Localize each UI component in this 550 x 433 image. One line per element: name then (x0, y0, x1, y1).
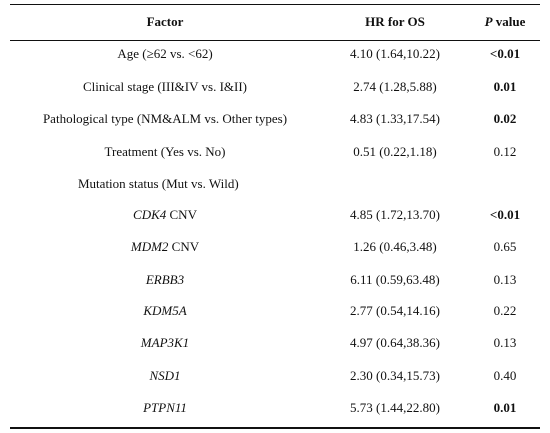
factor-cell: Mutation status (Mut vs. Wild) (78, 176, 239, 191)
table-row: Pathological type (NM&ALM vs. Other type… (10, 109, 540, 129)
table-row: CDK4 CNV 4.85 (1.72,13.70) <0.01 (10, 205, 540, 225)
p-value-cell: 0.40 (493, 368, 517, 383)
header-p-value: P value (470, 12, 540, 32)
table-row: Treatment (Yes vs. No) 0.51 (0.22,1.18) 0.… (10, 142, 540, 162)
factor-cell: Treatment (Yes vs. No) (104, 144, 226, 159)
p-value-cell: 0.13 (493, 335, 517, 350)
p-value-cell: 0.12 (493, 144, 517, 159)
gene-name: MDM2 (130, 239, 169, 254)
factor-cell: Clinical stage (III&IV vs. I&II) (82, 79, 248, 94)
hr-cell: 0.51 (0.22,1.18) (353, 144, 437, 159)
factor-cell: Pathological type (NM&ALM vs. Other type… (42, 111, 288, 126)
table-bottom-rule (10, 427, 540, 429)
gene-name: CDK4 (133, 207, 167, 222)
table-row: Mutation status (Mut vs. Wild) (10, 174, 540, 194)
table-row: MAP3K1 4.97 (0.64,38.36) 0.13 (10, 333, 540, 353)
hr-cell: 2.77 (0.54,14.16) (350, 303, 440, 318)
gene-name: KDM5A (143, 303, 187, 318)
factor-cell: KDM5A (10, 301, 320, 321)
table-row: KDM5A 2.77 (0.54,14.16) 0.22 (10, 301, 540, 321)
p-value-cell: <0.01 (489, 46, 521, 61)
factor-cell: CDK4 CNV (10, 205, 320, 225)
hr-cell: 6.11 (0.59,63.48) (350, 272, 440, 287)
p-value-cell: 0.65 (493, 239, 517, 254)
header-hr: HR for OS (365, 14, 425, 29)
table-row: Age (≥62 vs. <62) 4.10 (1.64,10.22) <0.01 (10, 44, 540, 64)
hr-cell: 5.73 (1.44,22.80) (350, 400, 440, 415)
table-row: MDM2 CNV 1.26 (0.46,3.48) 0.65 (10, 237, 540, 257)
gene-name: ERBB3 (145, 272, 185, 287)
hr-cell: 2.30 (0.34,15.73) (350, 368, 440, 383)
p-value-cell: 0.01 (493, 400, 517, 415)
gene-suffix: CNV (168, 239, 200, 254)
gene-suffix: CNV (166, 207, 197, 222)
factor-cell: ERBB3 (10, 270, 320, 290)
table-row: NSD1 2.30 (0.34,15.73) 0.40 (10, 366, 540, 386)
p-value-cell: 0.22 (493, 303, 517, 318)
hr-cell: 4.10 (1.64,10.22) (350, 46, 440, 61)
hr-cell: 4.85 (1.72,13.70) (350, 207, 440, 222)
factor-cell: NSD1 (10, 366, 320, 386)
table-header-rule (10, 40, 540, 41)
factor-cell: MAP3K1 (10, 333, 320, 353)
table-row: PTPN11 5.73 (1.44,22.80) 0.01 (10, 398, 540, 418)
p-value-cell: 0.13 (493, 272, 517, 287)
hr-cell: 1.26 (0.46,3.48) (353, 239, 437, 254)
table-row: Clinical stage (III&IV vs. I&II) 2.74 (1.… (10, 77, 540, 97)
factor-cell: MDM2 CNV (10, 237, 320, 257)
factor-cell: Age (≥62 vs. <62) (117, 46, 213, 61)
p-value-cell: 0.02 (493, 111, 517, 126)
gene-name: MAP3K1 (140, 335, 190, 350)
header-p-italic: P (484, 14, 493, 29)
gene-name: PTPN11 (143, 400, 187, 415)
p-value-cell: <0.01 (489, 207, 521, 222)
table-row: ERBB3 6.11 (0.59,63.48) 0.13 (10, 270, 540, 290)
header-p-rest: value (492, 14, 526, 29)
header-factor: Factor (146, 14, 184, 29)
p-value-cell: 0.01 (493, 79, 517, 94)
hr-cell: 4.83 (1.33,17.54) (350, 111, 440, 126)
hr-cell: 4.97 (0.64,38.36) (350, 335, 440, 350)
table-header-row: Factor HR for OS P value (10, 12, 540, 32)
hr-cell: 2.74 (1.28,5.88) (353, 79, 437, 94)
factor-cell: PTPN11 (10, 398, 320, 418)
table-top-rule (10, 4, 540, 5)
gene-name: NSD1 (149, 368, 181, 383)
